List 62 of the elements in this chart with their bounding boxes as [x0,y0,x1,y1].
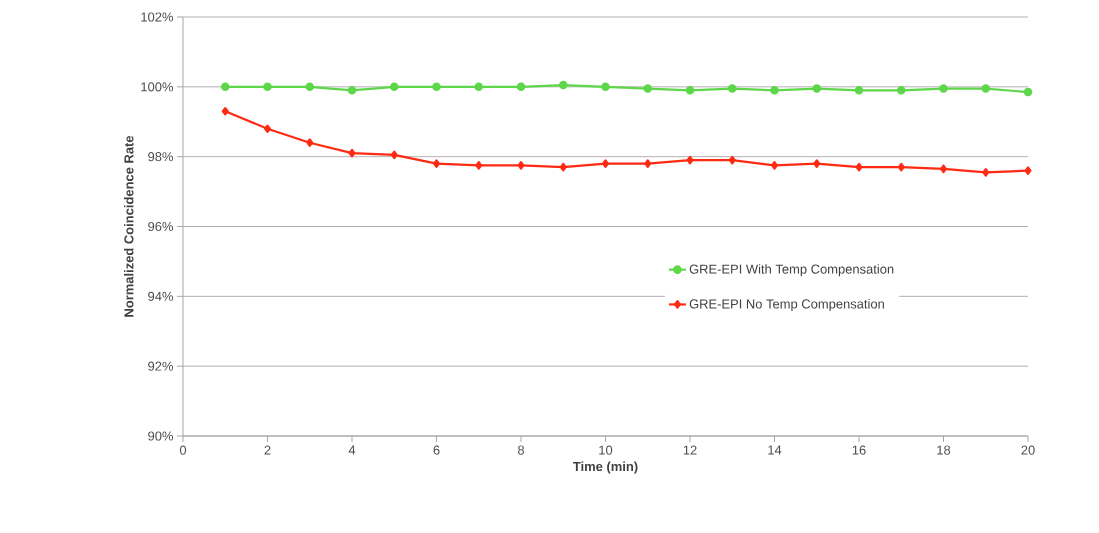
point [685,86,695,95]
x-tick-label: 10 [599,445,613,455]
point [558,80,568,90]
y-tick-label: 94% [148,291,174,301]
point [474,82,484,92]
point [1023,87,1033,97]
point [982,168,990,177]
x-tick-label: 2 [264,445,271,455]
point [602,159,609,168]
point [770,86,779,95]
point [475,161,483,170]
point [517,161,525,170]
point [220,82,230,92]
y-tick-label: 98% [148,152,174,162]
y-tick-label: 92% [148,361,174,371]
point [221,106,229,116]
point [1024,166,1032,175]
x-axis-title: Time (min) [573,461,638,474]
legend-label: GRE-EPI With Temp Compensation [689,264,894,277]
point [390,150,398,160]
point [771,161,778,170]
point [516,82,526,92]
x-tick-label: 6 [433,445,440,455]
point [812,84,822,93]
point [559,162,567,172]
y-axis-title: Normalized Coincidence Rate [124,135,134,317]
point [348,148,356,158]
y-tick-label: 90% [148,431,174,441]
point [601,82,610,92]
x-tick-label: 20 [1021,445,1035,455]
point [940,164,947,174]
point [939,84,948,93]
point [896,86,906,95]
legend-label: GRE-EPI No Temp Compensation [689,298,884,312]
y-tick-label: 102% [141,12,174,22]
x-tick-label: 8 [517,445,525,455]
point [981,84,991,93]
point [263,82,272,92]
point [813,159,821,168]
x-tick-label: 0 [179,445,187,455]
point [728,155,736,165]
y-tick-label: 96% [148,221,174,232]
point [305,82,315,92]
y-tick-label: 100% [141,82,174,92]
x-tick-label: 14 [768,445,782,455]
point [264,124,271,134]
point [686,155,694,165]
x-tick-label: 16 [852,445,866,455]
point [897,162,905,172]
point [643,84,653,93]
point [389,82,399,92]
point [644,159,652,168]
x-tick-label: 12 [683,445,697,455]
x-tick-label: 18 [937,445,951,455]
point [727,84,737,93]
point [432,82,441,92]
x-tick-label: 4 [348,445,356,455]
point [854,86,864,95]
point [855,162,863,172]
point [347,86,357,95]
point [433,159,440,168]
point [306,138,314,147]
